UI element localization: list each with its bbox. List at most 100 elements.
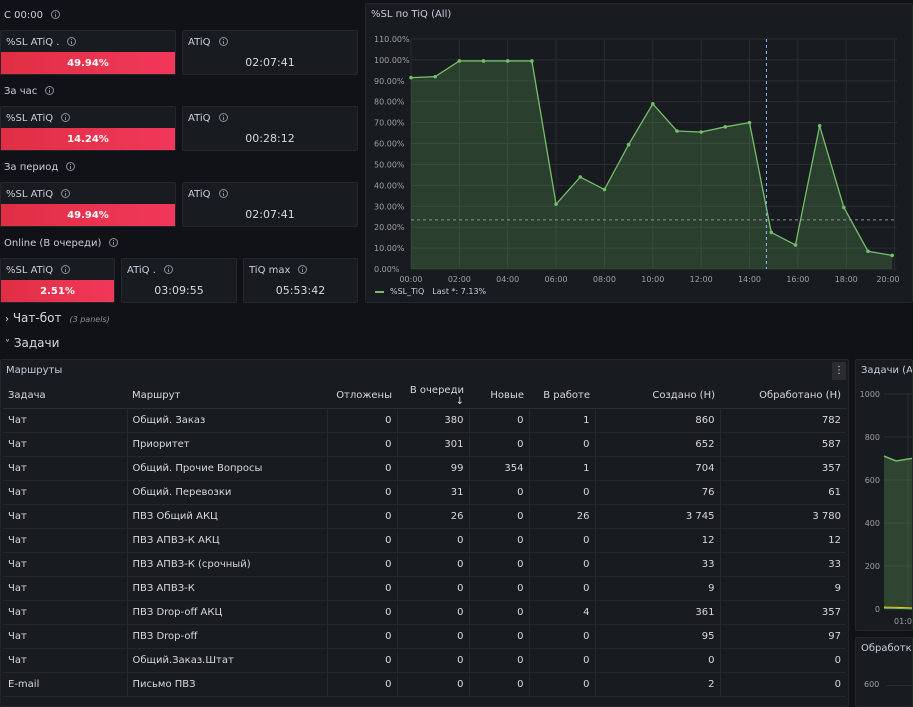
row-title: Задачи	[13, 336, 60, 350]
data-point	[505, 59, 510, 63]
data-point	[578, 175, 583, 179]
cell-created: 3 745	[595, 504, 721, 529]
cell-postponed: 0	[327, 504, 398, 529]
data-point	[817, 123, 822, 128]
data-point	[723, 125, 728, 129]
stat-panel-period-atiq: ATiQ 02:07:41	[182, 182, 358, 227]
tasks-series-line	[883, 455, 912, 462]
col-header-task[interactable]: Задача	[3, 384, 127, 409]
sl-chart[interactable]: 0.00% 10.00% 20.00% 30.00% 40.00% 50.00% 60.00…	[366, 4, 912, 302]
row-tasks[interactable]: ˅ Задачи	[5, 336, 59, 350]
stat-value: 14.24%	[1, 128, 175, 150]
info-icon[interactable]	[109, 238, 119, 247]
cell-in-work: 26	[529, 504, 596, 529]
cell-postponed: 0	[327, 552, 398, 577]
cell-postponed: 0	[327, 408, 398, 433]
table-row[interactable]: E-mail Письмо ПВЗ 0 0 0 0 2 0	[3, 672, 846, 697]
info-icon[interactable]	[50, 10, 60, 19]
cell-task: Чат	[3, 648, 128, 673]
table-row[interactable]: Чат ПВЗ Общий АКЦ 0 26 0 26 3 745 3 780	[3, 504, 846, 529]
cell-created: 652	[595, 432, 721, 457]
col-header-postponed[interactable]: Отложены	[327, 384, 397, 409]
cell-route: Общий. Заказ	[127, 408, 328, 433]
tasks-series-line-3	[883, 607, 912, 610]
x-tick-label: 16:00	[786, 275, 809, 284]
y-tick-label: 20.00%	[374, 223, 405, 232]
row-chatbot[interactable]: › Чат-бот (3 panels)	[5, 311, 110, 325]
y-tick-label: 80.00%	[374, 98, 405, 107]
col-header-in-queue[interactable]: В очереди ↓	[397, 384, 469, 409]
cell-new: 0	[469, 528, 530, 553]
col-header-in-work[interactable]: В работе	[529, 384, 595, 409]
info-icon[interactable]	[218, 113, 228, 122]
info-icon[interactable]	[61, 189, 71, 198]
stat-panel-period-sl: %SL ATiQ 49.94%	[0, 182, 176, 227]
section-title: Online (В очереди)	[4, 238, 102, 249]
stat-panel-hour-sl: %SL ATiQ 14.24%	[0, 106, 176, 151]
stat-panel-online-atiq: ATiQ . 03:09:55	[121, 258, 237, 303]
stat-panel-midnight-sl: %SL ATiQ . 49.94%	[0, 30, 176, 75]
cell-processed: 12	[720, 528, 846, 553]
info-icon[interactable]	[61, 265, 71, 274]
cell-processed: 0	[720, 672, 846, 697]
info-icon[interactable]	[163, 265, 173, 274]
cell-in-queue: 0	[397, 576, 470, 601]
cell-task: Чат	[3, 432, 128, 457]
table-row[interactable]: Чат ПВЗ Drop-off АКЦ 0 0 0 4 361 357	[3, 600, 846, 625]
cell-route: Письмо ПВЗ	[127, 672, 328, 697]
info-icon[interactable]	[298, 265, 308, 274]
cell-route: ПВЗ АПВЗ-К (срочный)	[127, 552, 328, 577]
cell-in-work: 0	[529, 552, 596, 577]
cell-created: 12	[595, 528, 721, 553]
info-icon[interactable]	[67, 37, 77, 46]
table-row[interactable]: Чат Общий. Прочие Вопросы 0 99 354 1 704 357	[3, 456, 846, 481]
cell-processed: 357	[720, 600, 846, 625]
data-point	[433, 74, 437, 79]
cell-processed: 9	[720, 576, 846, 601]
cell-new: 0	[469, 576, 530, 601]
table-row[interactable]: Чат Общий. Заказ 0 380 0 1 860 782	[3, 408, 846, 433]
table-row[interactable]: Чат Общий. Перевозки 0 31 0 0 76 61	[3, 480, 846, 505]
x-tick-label: 14:00	[738, 275, 761, 284]
chart-legend[interactable]: %SL_TiQ Last *: 7.13%	[375, 287, 486, 296]
cell-in-queue: 301	[397, 432, 470, 457]
info-icon[interactable]	[66, 162, 76, 171]
cell-route: ПВЗ Drop-off АКЦ	[127, 600, 328, 625]
data-point	[747, 120, 752, 125]
cell-in-work: 1	[529, 456, 596, 481]
table-row[interactable]: Чат ПВЗ Drop-off 0 0 0 0 95 97	[3, 624, 846, 649]
sort-desc-icon: ↓	[455, 395, 464, 407]
cell-new: 0	[469, 600, 530, 625]
cell-in-queue: 31	[397, 480, 470, 505]
table-row[interactable]: Чат Приоритет 0 301 0 0 652 587	[3, 432, 846, 457]
cell-processed: 357	[720, 456, 846, 481]
cell-in-queue: 0	[397, 600, 470, 625]
data-point	[481, 59, 486, 63]
panel-title: %SL ATiQ	[6, 189, 54, 200]
table-row[interactable]: Чат ПВЗ АПВЗ-К (срочный) 0 0 0 0 33 33	[3, 552, 846, 577]
info-icon[interactable]	[61, 113, 71, 122]
info-icon[interactable]	[218, 37, 228, 46]
col-header-processed[interactable]: Обработано (Н)	[720, 384, 846, 409]
table-row[interactable]: Чат ПВЗ АПВЗ-К 0 0 0 0 9 9	[3, 576, 846, 601]
info-icon[interactable]	[218, 189, 228, 198]
cell-in-work: 4	[529, 600, 596, 625]
table-row[interactable]: Чат ПВЗ АПВЗ-К АКЦ 0 0 0 0 12 12	[3, 528, 846, 553]
y-tick-label: 0	[875, 605, 880, 614]
col-header-route[interactable]: Маршрут	[127, 384, 327, 409]
panel-menu-icon[interactable]: ⋮	[832, 362, 846, 380]
cell-in-queue: 0	[397, 528, 470, 553]
cell-postponed: 0	[327, 672, 398, 697]
col-header-created[interactable]: Создано (Н)	[595, 384, 720, 409]
table-row[interactable]: Чат Общий.Заказ.Штат 0 0 0 0 0 0	[3, 648, 846, 673]
cell-route: ПВЗ АПВЗ-К АКЦ	[127, 528, 328, 553]
info-icon[interactable]	[45, 86, 55, 95]
tasks-series-area	[884, 456, 912, 609]
col-header-new[interactable]: Новые	[469, 384, 529, 409]
x-tick-label: 12:00	[690, 275, 713, 284]
y-tick-label: 100.00%	[374, 56, 410, 65]
tasks-chart[interactable]: 1000 800 600 400 200 0 01:00	[856, 360, 913, 631]
stat-value: 49.94%	[1, 52, 175, 74]
cell-in-queue: 0	[397, 672, 470, 697]
cell-new: 0	[469, 480, 530, 505]
